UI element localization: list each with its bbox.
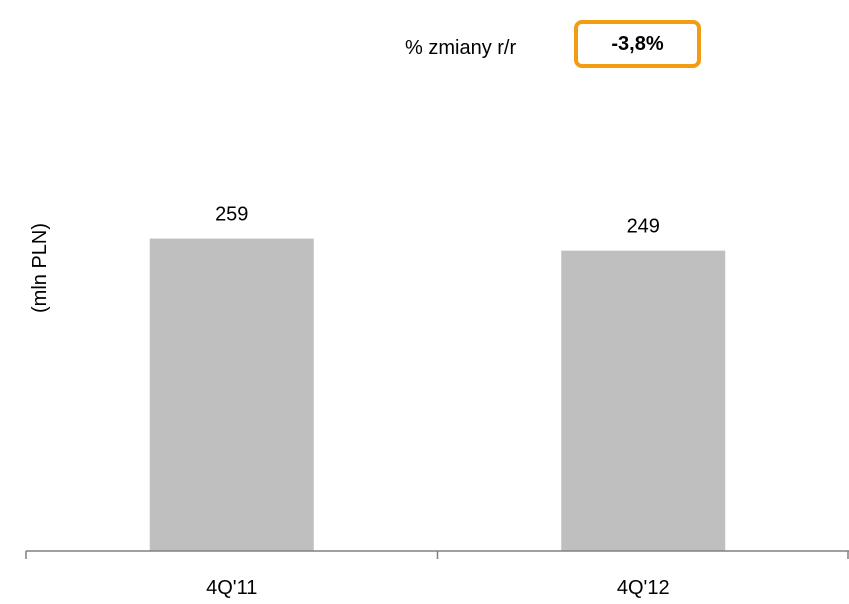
x-tick-label-0: 4Q'11 [206,577,257,599]
x-axis: 4Q'11 4Q'12 [25,550,849,599]
bars-group: 259 249 [149,204,726,552]
bar-0 [149,238,314,552]
data-label-1: 249 [627,216,660,238]
data-label-0: 259 [215,204,248,226]
x-tick-label-1: 4Q'12 [617,577,670,599]
y-axis-title: (mln PLN) [29,223,51,313]
change-value: -3,8% [611,32,664,55]
bar-1 [561,250,726,552]
change-value-box: -3,8% [574,20,701,68]
change-label: % zmiany r/r [405,37,517,59]
